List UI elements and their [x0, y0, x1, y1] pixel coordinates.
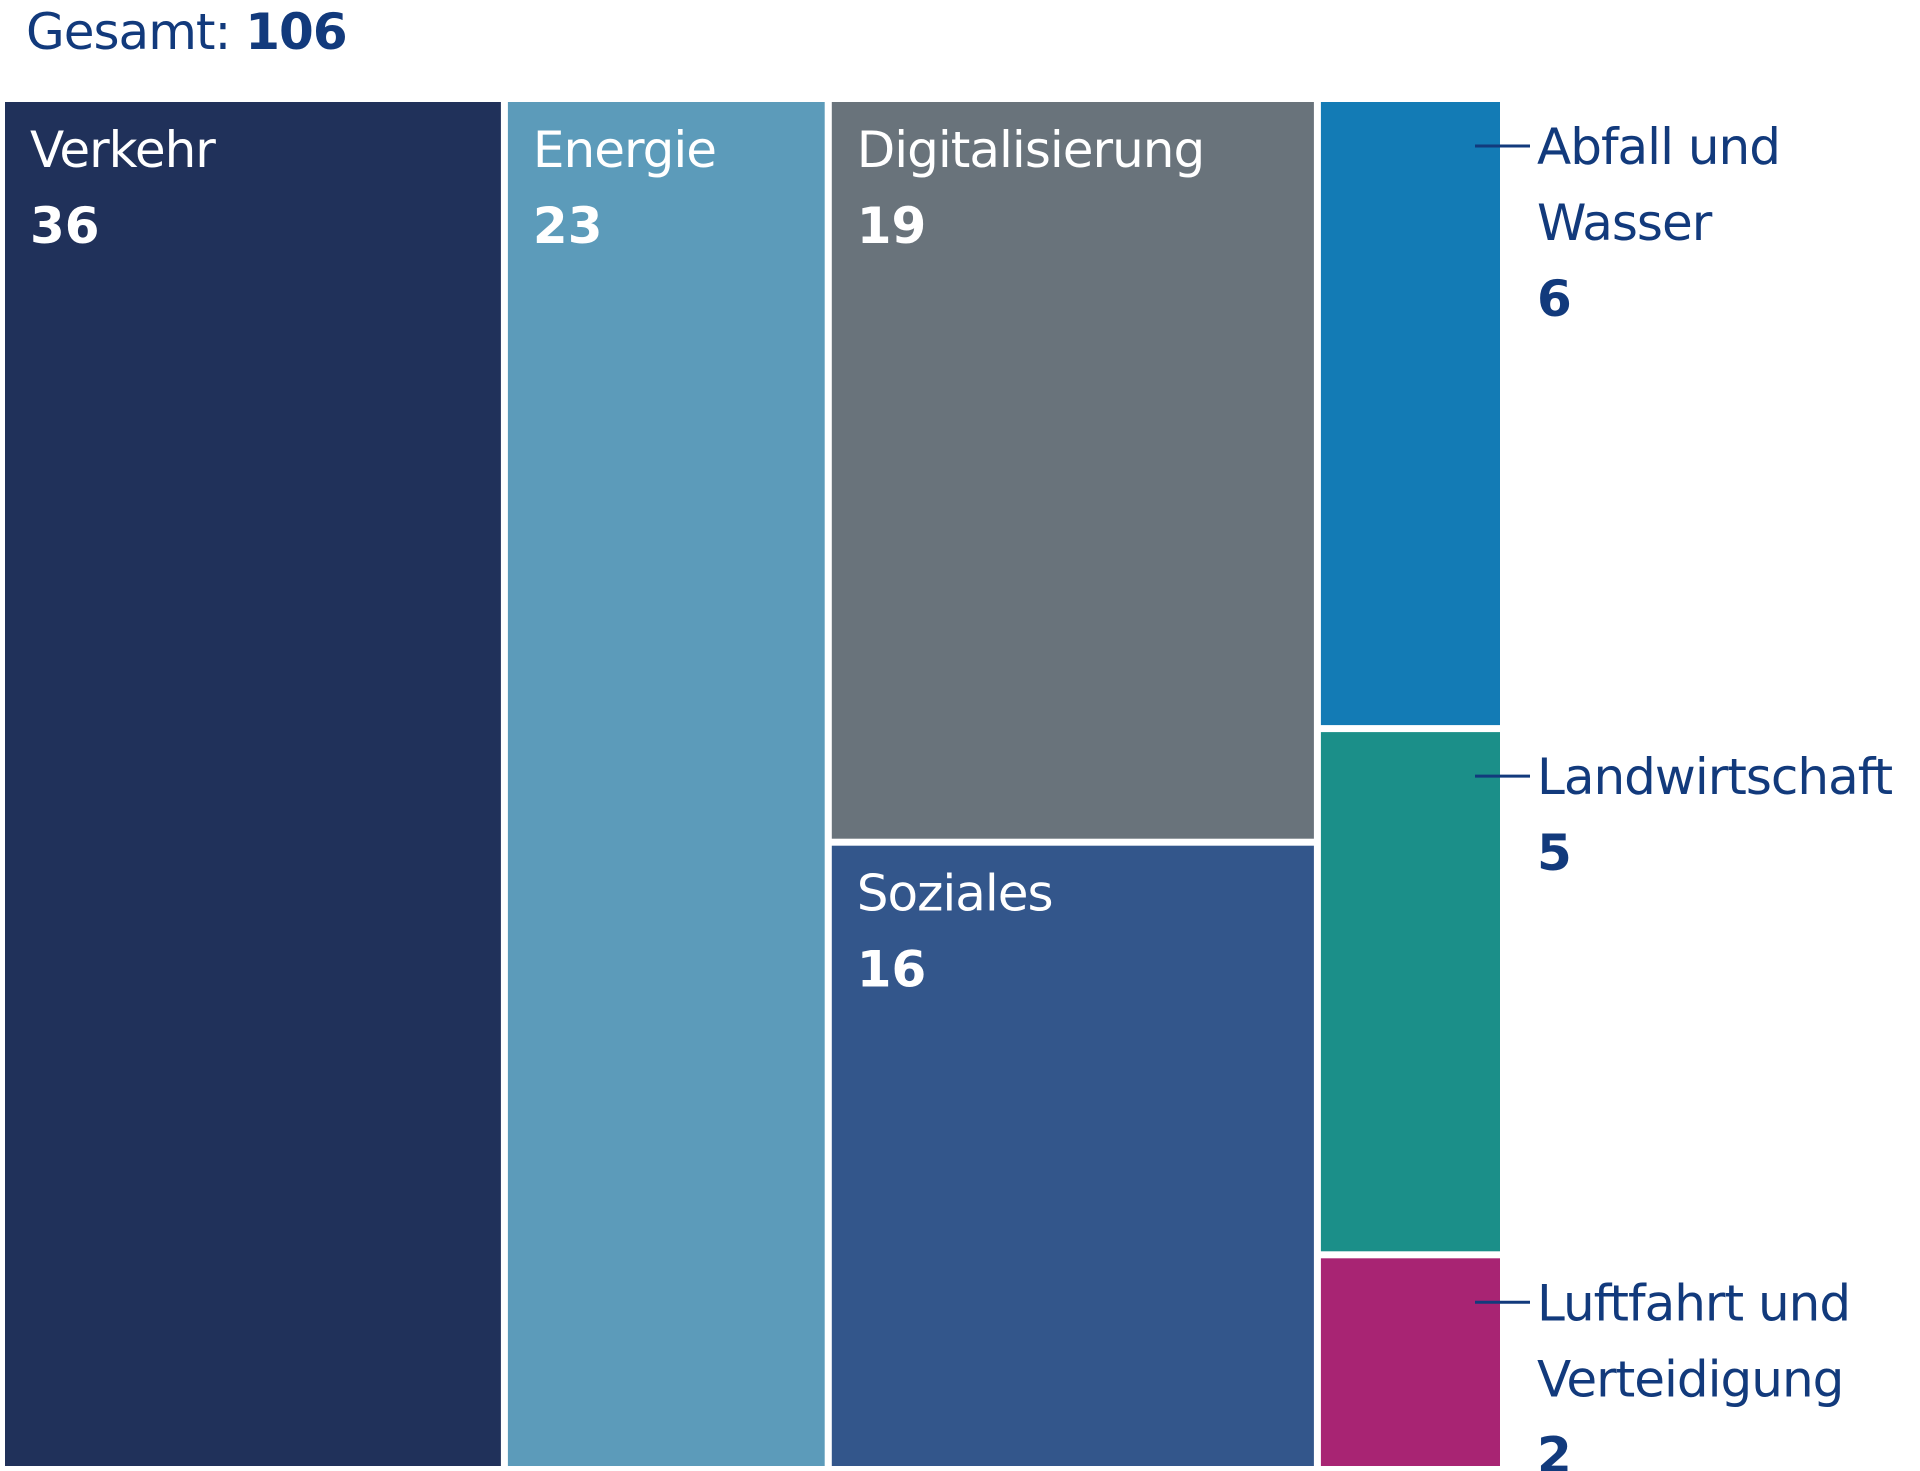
treemap-label-abfall-und-wasser: Wasser [1537, 194, 1713, 252]
treemap-value-energie: 23 [533, 197, 603, 255]
treemap-label-soziales: Soziales [857, 865, 1053, 923]
treemap-value-verkehr: 36 [30, 197, 100, 255]
treemap-rect-landwirtschaft [1320, 732, 1500, 1252]
treemap-label-abfall-und-wasser: Abfall und [1537, 118, 1780, 176]
treemap-rect-soziales [831, 845, 1314, 1466]
treemap-label-luftfahrt-und-verteidigung: Verteidigung [1537, 1350, 1843, 1408]
chart-title-prefix: Gesamt: [26, 3, 231, 61]
treemap-value-luftfahrt-und-verteidigung: 2 [1537, 1426, 1572, 1471]
treemap-cell-abfall-und-wasser: Abfall und Wasser 6 [1320, 102, 1781, 726]
treemap-cell-digitalisierung: Digitalisierung 19 [831, 102, 1314, 839]
chart-total: 106 [245, 3, 347, 61]
treemap-label-digitalisierung: Digitalisierung [857, 121, 1204, 179]
chart-title: Gesamt: 106 [26, 3, 348, 61]
treemap-value-soziales: 16 [857, 941, 927, 999]
treemap-label-landwirtschaft: Landwirtschaft [1537, 748, 1892, 806]
treemap-cell-energie: Energie 23 [507, 102, 825, 1466]
treemap-label-energie: Energie [533, 121, 716, 179]
treemap-cell-luftfahrt-und-verteidigung: Luftfahrt und Verteidigung 2 [1320, 1258, 1851, 1471]
treemap-cell-soziales: Soziales 16 [831, 845, 1314, 1466]
treemap-rect-energie [507, 102, 825, 1466]
treemap-label-verkehr: Verkehr [30, 121, 216, 179]
treemap-cell-verkehr: Verkehr 36 [5, 102, 501, 1466]
treemap-value-landwirtschaft: 5 [1537, 824, 1572, 882]
treemap-rect-abfall-und-wasser [1320, 102, 1500, 726]
treemap-cell-landwirtschaft: Landwirtschaft 5 [1320, 732, 1893, 1252]
treemap-rect-luftfahrt-und-verteidigung [1320, 1258, 1500, 1466]
treemap-value-abfall-und-wasser: 6 [1537, 270, 1572, 328]
treemap-rect-verkehr [5, 102, 501, 1466]
treemap-rect-digitalisierung [831, 102, 1314, 839]
treemap-value-digitalisierung: 19 [857, 197, 927, 255]
treemap-label-luftfahrt-und-verteidigung: Luftfahrt und [1537, 1274, 1850, 1332]
